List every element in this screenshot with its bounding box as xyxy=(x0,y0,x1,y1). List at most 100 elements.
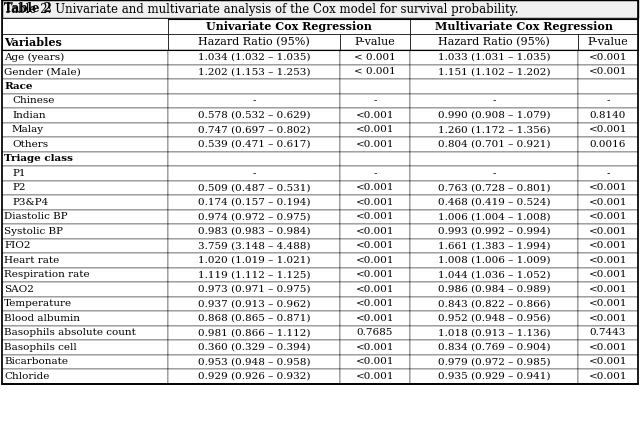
Text: -: - xyxy=(606,169,610,178)
Bar xyxy=(578,253,638,267)
Bar xyxy=(2,282,168,296)
Bar xyxy=(578,93,638,108)
Text: <0.001: <0.001 xyxy=(356,183,394,192)
Text: <0.001: <0.001 xyxy=(356,111,394,120)
Bar xyxy=(168,311,340,325)
Bar xyxy=(410,369,578,384)
Text: 0.935 (0.929 – 0.941): 0.935 (0.929 – 0.941) xyxy=(438,372,550,381)
Bar xyxy=(2,369,168,384)
Text: <0.001: <0.001 xyxy=(589,343,627,352)
Bar xyxy=(340,340,410,354)
Bar xyxy=(578,152,638,166)
Text: 1.034 (1.032 – 1.035): 1.034 (1.032 – 1.035) xyxy=(198,53,310,62)
Bar xyxy=(2,210,168,224)
Bar xyxy=(578,34,638,50)
Bar xyxy=(410,64,578,79)
Bar xyxy=(410,93,578,108)
Text: 0.0016: 0.0016 xyxy=(590,140,626,149)
Bar xyxy=(168,50,340,64)
Text: -: - xyxy=(252,96,256,105)
Bar xyxy=(578,50,638,64)
Text: 1.202 (1.153 – 1.253): 1.202 (1.153 – 1.253) xyxy=(198,67,310,76)
Bar xyxy=(340,195,410,210)
Text: <0.001: <0.001 xyxy=(589,227,627,236)
Bar xyxy=(410,311,578,325)
Bar xyxy=(340,108,410,122)
Text: 1.044 (1.036 – 1.052): 1.044 (1.036 – 1.052) xyxy=(438,270,550,279)
Text: 0.747 (0.697 – 0.802): 0.747 (0.697 – 0.802) xyxy=(198,125,310,134)
Text: FIO2: FIO2 xyxy=(4,241,31,250)
Text: Systolic BP: Systolic BP xyxy=(4,227,63,236)
Bar xyxy=(578,195,638,210)
Bar xyxy=(410,267,578,282)
Text: Gender (Male): Gender (Male) xyxy=(4,67,81,76)
Bar xyxy=(340,282,410,296)
Text: Univariate Cox Regression: Univariate Cox Regression xyxy=(206,21,372,31)
Text: Multivariate Cox Regression: Multivariate Cox Regression xyxy=(435,21,613,31)
Text: P3&P4: P3&P4 xyxy=(12,198,48,207)
Text: <0.001: <0.001 xyxy=(589,198,627,207)
Text: 0.843 (0.822 – 0.866): 0.843 (0.822 – 0.866) xyxy=(438,299,550,308)
Bar xyxy=(578,64,638,79)
Text: <0.001: <0.001 xyxy=(589,212,627,221)
Text: <0.001: <0.001 xyxy=(356,314,394,323)
Text: <0.001: <0.001 xyxy=(589,67,627,76)
Text: P2: P2 xyxy=(12,183,26,192)
Text: <0.001: <0.001 xyxy=(589,270,627,279)
Text: 0.804 (0.701 – 0.921): 0.804 (0.701 – 0.921) xyxy=(438,140,550,149)
Bar xyxy=(578,224,638,239)
Bar xyxy=(410,239,578,253)
Bar xyxy=(578,108,638,122)
Text: <0.001: <0.001 xyxy=(356,212,394,221)
Bar xyxy=(168,166,340,181)
Text: 0.8140: 0.8140 xyxy=(590,111,626,120)
Bar xyxy=(410,18,638,34)
Bar xyxy=(2,325,168,340)
Text: -: - xyxy=(252,169,256,178)
Bar xyxy=(2,253,168,267)
Text: 0.979 (0.972 – 0.985): 0.979 (0.972 – 0.985) xyxy=(438,357,550,366)
Bar xyxy=(410,195,578,210)
Bar xyxy=(410,253,578,267)
Bar xyxy=(410,79,578,93)
Text: 1.151 (1.102 – 1.202): 1.151 (1.102 – 1.202) xyxy=(438,67,550,76)
Text: 0.174 (0.157 – 0.194): 0.174 (0.157 – 0.194) xyxy=(198,198,310,207)
Text: <0.001: <0.001 xyxy=(589,357,627,366)
Text: 3.759 (3.148 – 4.488): 3.759 (3.148 – 4.488) xyxy=(198,241,310,250)
Text: 0.509 (0.487 – 0.531): 0.509 (0.487 – 0.531) xyxy=(198,183,310,192)
Text: 0.834 (0.769 – 0.904): 0.834 (0.769 – 0.904) xyxy=(438,343,550,352)
Text: -: - xyxy=(606,96,610,105)
Bar xyxy=(410,50,578,64)
Text: 0.763 (0.728 – 0.801): 0.763 (0.728 – 0.801) xyxy=(438,183,550,192)
Text: -: - xyxy=(373,169,377,178)
Text: <0.001: <0.001 xyxy=(356,285,394,294)
Bar xyxy=(2,64,168,79)
Text: <0.001: <0.001 xyxy=(356,372,394,381)
Bar xyxy=(410,181,578,195)
Bar xyxy=(2,354,168,369)
Bar xyxy=(2,267,168,282)
Bar xyxy=(168,267,340,282)
Text: Others: Others xyxy=(12,140,48,149)
Bar xyxy=(340,354,410,369)
Text: 1.661 (1.383 – 1.994): 1.661 (1.383 – 1.994) xyxy=(438,241,550,250)
Text: P1: P1 xyxy=(12,169,26,178)
Text: Respiration rate: Respiration rate xyxy=(4,270,90,279)
Text: Table 2: Univariate and multivariate analysis of the Cox model for survival prob: Table 2: Univariate and multivariate ana… xyxy=(4,3,518,16)
Text: Hazard Ratio (95%): Hazard Ratio (95%) xyxy=(438,37,550,47)
Text: 0.468 (0.419 – 0.524): 0.468 (0.419 – 0.524) xyxy=(438,198,550,207)
Text: <0.001: <0.001 xyxy=(589,299,627,308)
Bar xyxy=(2,122,168,137)
Bar xyxy=(578,354,638,369)
Text: 1.260 (1.172 – 1.356): 1.260 (1.172 – 1.356) xyxy=(438,125,550,134)
Bar xyxy=(2,152,168,166)
Text: SAO2: SAO2 xyxy=(4,285,34,294)
Text: <0.001: <0.001 xyxy=(356,343,394,352)
Bar xyxy=(340,34,410,50)
Text: 0.937 (0.913 – 0.962): 0.937 (0.913 – 0.962) xyxy=(198,299,310,308)
Bar xyxy=(168,34,340,50)
Text: Table 2: Table 2 xyxy=(4,3,52,16)
Bar xyxy=(2,166,168,181)
Text: 1.006 (1.004 – 1.008): 1.006 (1.004 – 1.008) xyxy=(438,212,550,221)
Bar xyxy=(340,224,410,239)
